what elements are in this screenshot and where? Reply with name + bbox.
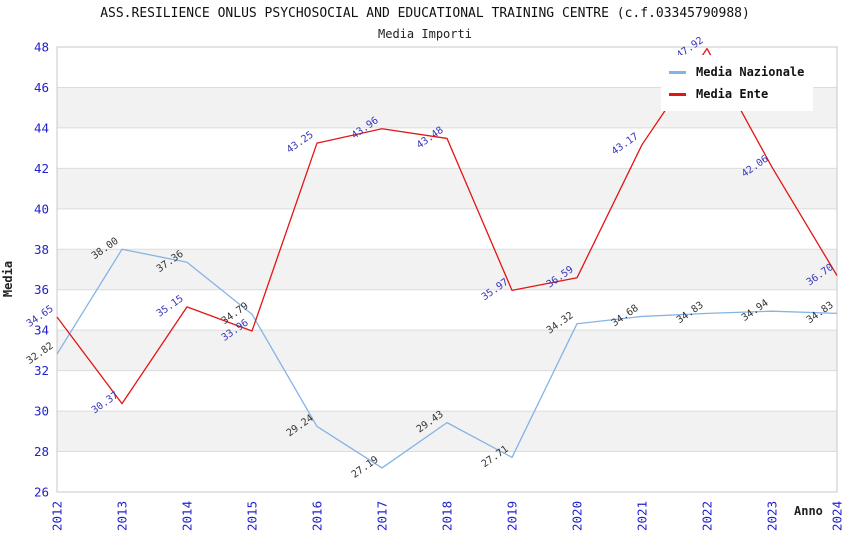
x-tick-label: 2023	[765, 501, 780, 531]
y-tick-label: 44	[34, 120, 49, 135]
legend-label: Media Ente	[696, 87, 769, 101]
x-tick-label: 2024	[830, 501, 845, 531]
plot-band	[57, 127, 837, 169]
x-tick-label: 2019	[505, 501, 520, 531]
y-axis-title: Media	[1, 260, 15, 298]
y-tick-label: 38	[34, 242, 49, 257]
plot-band	[57, 249, 837, 290]
line-swatch-icon	[669, 92, 686, 96]
plot-band	[57, 289, 837, 331]
y-tick-label: 26	[34, 485, 49, 500]
y-tick-label: 40	[34, 201, 49, 216]
legend-item-media-ente: Media Ente	[669, 83, 805, 105]
x-tick-label: 2015	[245, 501, 260, 531]
plot-band	[57, 451, 837, 492]
y-tick-label: 32	[34, 363, 49, 378]
legend-label: Media Nazionale	[696, 65, 805, 79]
x-tick-label: 2016	[310, 501, 325, 531]
series-line	[56, 248, 838, 469]
plot-band	[57, 411, 837, 452]
plot-border	[56, 46, 838, 493]
y-tick-label: 46	[34, 80, 49, 95]
plot-band	[57, 370, 837, 412]
x-tick-label: 2021	[635, 501, 650, 531]
x-tick-label: 2022	[700, 501, 715, 531]
x-tick-label: 2013	[115, 501, 130, 531]
x-tick-label: 2017	[375, 501, 390, 531]
line-swatch-icon	[669, 70, 686, 74]
y-tick-label: 48	[34, 40, 49, 55]
x-tick-label: 2018	[440, 501, 455, 531]
legend-item-media-nazionale: Media Nazionale	[669, 61, 805, 83]
x-tick-label: 2014	[180, 501, 195, 531]
plot-band	[57, 208, 837, 250]
y-tick-label: 42	[34, 161, 49, 176]
plot-band	[57, 330, 837, 371]
x-axis-title: Anno	[794, 504, 823, 518]
series-line	[56, 47, 838, 405]
y-tick-label: 30	[34, 404, 49, 419]
legend: Media Nazionale Media Ente	[661, 55, 813, 111]
x-tick-label: 2012	[50, 501, 65, 531]
plot-band	[57, 168, 837, 209]
chart-subtitle: Media Importi	[378, 27, 472, 41]
y-tick-label: 36	[34, 282, 49, 297]
chart-title: ASS.RESILIENCE ONLUS PSYCHOSOCIAL AND ED…	[100, 6, 750, 21]
x-tick-label: 2020	[570, 501, 585, 531]
y-tick-label: 34	[34, 323, 49, 338]
y-tick-label: 28	[34, 444, 49, 459]
